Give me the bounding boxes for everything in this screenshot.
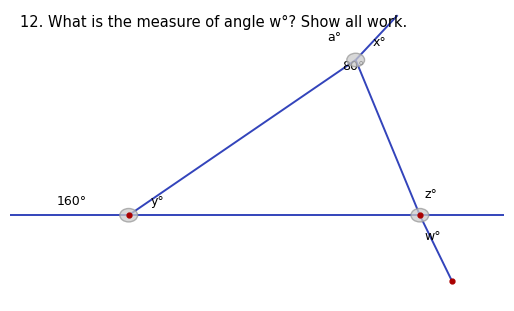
Text: 160°: 160° <box>57 195 87 208</box>
Text: w°: w° <box>425 230 442 243</box>
Ellipse shape <box>411 208 429 222</box>
Text: z°: z° <box>425 188 437 201</box>
Ellipse shape <box>120 208 138 222</box>
Text: x°: x° <box>373 35 387 49</box>
Text: a°: a° <box>328 31 342 44</box>
Text: y°: y° <box>151 195 164 208</box>
Text: 12. What is the measure of angle w°? Show all work.: 12. What is the measure of angle w°? Sho… <box>20 15 408 30</box>
Ellipse shape <box>347 53 364 67</box>
Text: 80°: 80° <box>342 60 364 73</box>
